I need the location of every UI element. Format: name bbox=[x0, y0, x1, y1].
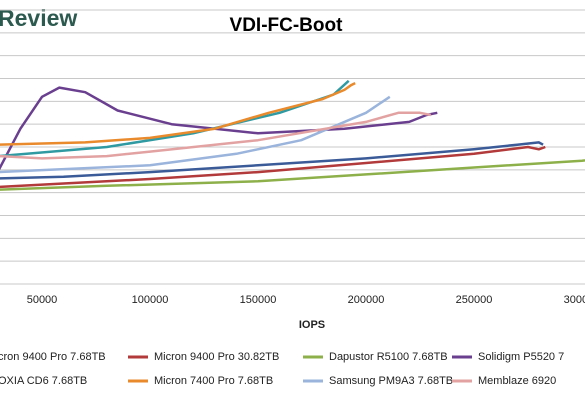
legend-label: Memblaze 6920 bbox=[478, 375, 556, 387]
series-line bbox=[0, 81, 356, 146]
x-tick-label: 50000 bbox=[27, 294, 58, 306]
legend-label: Solidigm P5520 7 bbox=[478, 351, 564, 363]
x-tick-label: 200000 bbox=[348, 294, 385, 306]
x-tick-label: 100000 bbox=[132, 294, 169, 306]
series-line bbox=[0, 141, 544, 180]
series-line bbox=[0, 86, 438, 171]
x-tick-label: 250000 bbox=[456, 294, 493, 306]
series-line bbox=[0, 145, 546, 189]
x-tick-label: 150000 bbox=[240, 294, 277, 306]
series-line bbox=[0, 95, 391, 174]
series-line bbox=[0, 159, 585, 191]
legend-label: Samsung PM9A3 7.68TB bbox=[329, 375, 453, 387]
series-line bbox=[0, 111, 432, 160]
legend-label: Micron 9400 Pro 30.82TB bbox=[154, 351, 279, 363]
legend-label: Micron 7400 Pro 7.68TB bbox=[154, 375, 273, 387]
legend-label: cron 9400 Pro 7.68TB bbox=[0, 351, 106, 363]
chart-title: VDI-FC-Boot bbox=[230, 15, 344, 36]
x-tick-label: 300000 bbox=[564, 294, 585, 306]
x-axis-label: IOPS bbox=[299, 319, 325, 331]
brand: Review bbox=[0, 5, 77, 31]
legend-label: Dapustor R5100 7.68TB bbox=[329, 351, 448, 363]
legend-label: OXIA CD6 7.68TB bbox=[0, 375, 87, 387]
